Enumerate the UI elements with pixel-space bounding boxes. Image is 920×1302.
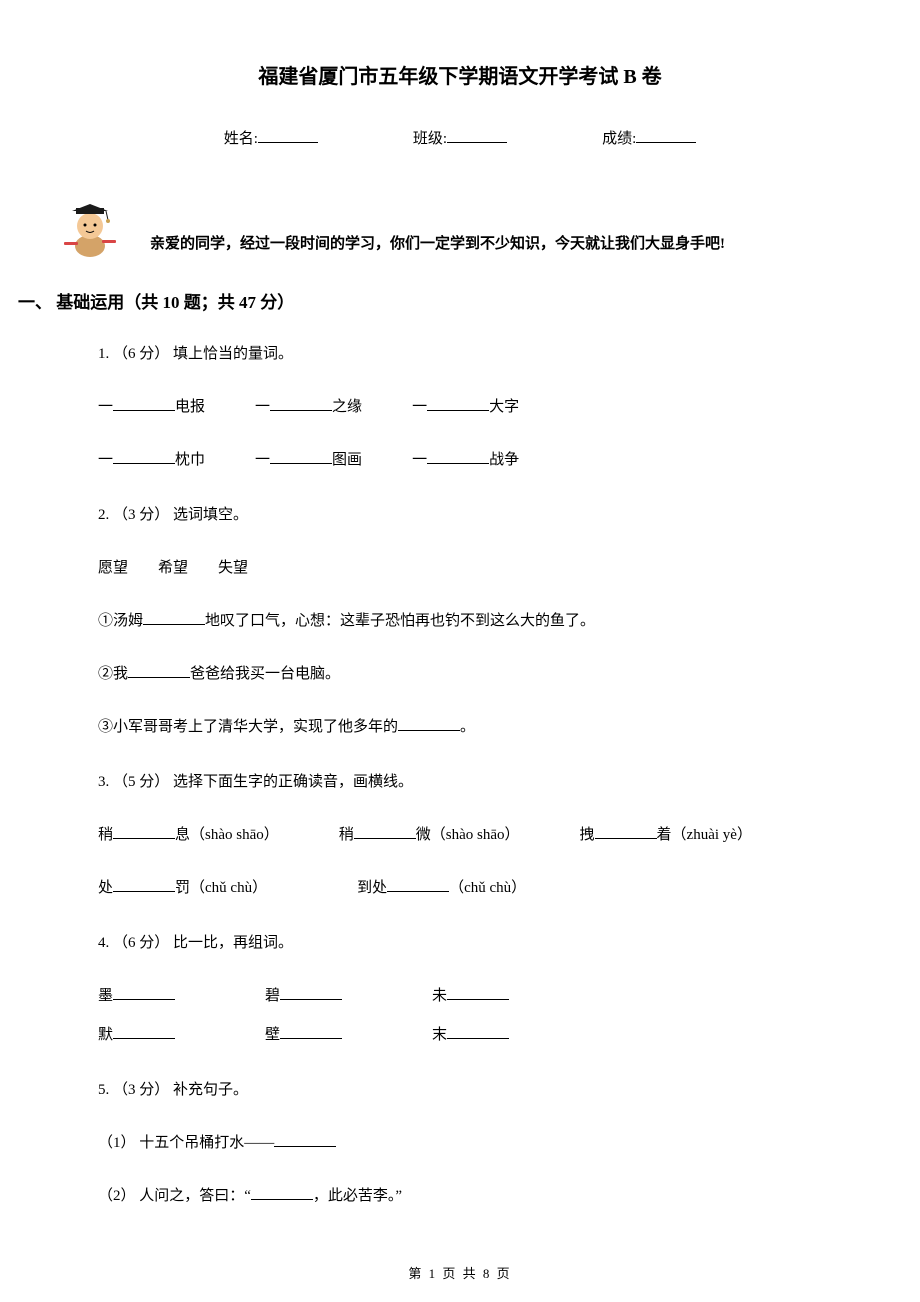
q1-blank	[427, 449, 489, 464]
exam-title: 福建省厦门市五年级下学期语文开学考试 B 卷	[60, 60, 860, 89]
q1-r2a-suf: 枕巾	[175, 452, 205, 468]
q4-blank	[280, 985, 342, 1000]
name-field: 姓名:	[224, 127, 318, 148]
q1-blank	[270, 396, 332, 411]
q1-r2b-pre: 一	[255, 452, 270, 468]
q4-r1b: 碧	[265, 988, 280, 1004]
q3-blank	[113, 824, 175, 839]
score-label: 成绩:	[602, 127, 636, 148]
name-blank	[258, 128, 318, 143]
question-2: 2. （3 分） 选词填空。 愿望 希望 失望 ①汤姆 地叹了口气，心想：这辈子恐…	[98, 502, 860, 741]
q1-r1c-pre: 一	[412, 399, 427, 415]
q4-blank	[113, 1024, 175, 1039]
q1-row1: 一 电报 一 之缘 一 大字	[98, 394, 860, 421]
greeting-text: 亲爱的同学，经过一段时间的学习，你们一定学到不少知识，今天就让我们大显身手吧!	[150, 231, 860, 258]
q2-s1: ①汤姆 地叹了口气，心想：这辈子恐怕再也钓不到这么大的鱼了。	[98, 608, 860, 635]
q5-s2-post: ，此必苦李。”	[313, 1188, 402, 1204]
q1-r2a-pre: 一	[98, 452, 113, 468]
q2-s1-post: 地叹了口气，心想：这辈子恐怕再也钓不到这么大的鱼了。	[205, 613, 595, 629]
q3-row1: 稍 息（shào shāo） 稍 微（shào shāo） 拽 着（zhuài yè）	[98, 822, 860, 849]
student-icon	[60, 198, 120, 258]
q2-s3-pre: ③小军哥哥考上了清华大学，实现了他多年的	[98, 719, 398, 735]
q2-s2-post: 爸爸给我买一台电脑。	[190, 666, 340, 682]
q2-blank	[398, 716, 460, 731]
q3-r1a-pre: 稍	[98, 827, 113, 843]
q4-prompt: 4. （6 分） 比一比，再组词。	[98, 930, 860, 957]
q1-blank	[270, 449, 332, 464]
q3-blank	[595, 824, 657, 839]
q1-blank	[113, 396, 175, 411]
q1-blank	[427, 396, 489, 411]
question-4: 4. （6 分） 比一比，再组词。 墨 碧 未 默 壁 末	[98, 930, 860, 1049]
q4-r2a: 默	[98, 1027, 113, 1043]
q2-words: 愿望 希望 失望	[98, 555, 860, 582]
q5-s1-pre: （1） 十五个吊桶打水——	[98, 1135, 274, 1151]
q2-s2-pre: ②我	[98, 666, 128, 682]
section-1-heading: 一、 基础运用（共 10 题；共 47 分）	[18, 288, 860, 313]
q2-s3-post: 。	[460, 719, 475, 735]
q3-prompt: 3. （5 分） 选择下面生字的正确读音，画横线。	[98, 769, 860, 796]
q4-row2: 默 壁 末	[98, 1022, 860, 1049]
q4-r1c: 未	[432, 988, 447, 1004]
q1-row2: 一 枕巾 一 图画 一 战争	[98, 447, 860, 474]
header-fields: 姓名: 班级: 成绩:	[60, 127, 860, 148]
q4-blank	[280, 1024, 342, 1039]
q2-blank	[128, 663, 190, 678]
score-field: 成绩:	[602, 127, 696, 148]
q5-blank	[251, 1185, 313, 1200]
q4-blank	[447, 1024, 509, 1039]
q1-r2b-suf: 图画	[332, 452, 362, 468]
q3-r1c-pre: 拽	[580, 827, 595, 843]
q2-s1-pre: ①汤姆	[98, 613, 143, 629]
q2-blank	[143, 610, 205, 625]
q1-r1b-suf: 之缘	[332, 399, 362, 415]
q1-blank	[113, 449, 175, 464]
q1-r2c-suf: 战争	[489, 452, 519, 468]
class-label: 班级:	[413, 127, 447, 148]
greeting-row: 亲爱的同学，经过一段时间的学习，你们一定学到不少知识，今天就让我们大显身手吧!	[60, 198, 860, 258]
q5-s2-pre: （2） 人问之，答曰：“	[98, 1188, 251, 1204]
q5-blank	[274, 1132, 336, 1147]
class-field: 班级:	[413, 127, 507, 148]
q3-r2b-pre: 到处	[357, 880, 387, 896]
q4-r2b: 壁	[265, 1027, 280, 1043]
q2-s3: ③小军哥哥考上了清华大学，实现了他多年的 。	[98, 714, 860, 741]
q1-r2c-pre: 一	[412, 452, 427, 468]
q3-row2: 处 罚（chǔ chù） 到处 （chǔ chù）	[98, 875, 860, 902]
q1-r1a-suf: 电报	[175, 399, 205, 415]
q4-blank	[447, 985, 509, 1000]
page-footer: 第 1 页 共 8 页	[0, 1263, 920, 1282]
q3-r2a-pre: 处	[98, 880, 113, 896]
q4-row1: 墨 碧 未	[98, 983, 860, 1010]
q3-r2b-post: （chǔ chù）	[449, 880, 526, 896]
q5-prompt: 5. （3 分） 补充句子。	[98, 1077, 860, 1104]
q3-blank	[354, 824, 416, 839]
q1-prompt: 1. （6 分） 填上恰当的量词。	[98, 341, 860, 368]
q3-r1a-post: 息（shào shāo）	[175, 827, 279, 843]
q4-r1a: 墨	[98, 988, 113, 1004]
q2-prompt: 2. （3 分） 选词填空。	[98, 502, 860, 529]
q1-r1a-pre: 一	[98, 399, 113, 415]
q1-r1c-suf: 大字	[489, 399, 519, 415]
question-3: 3. （5 分） 选择下面生字的正确读音，画横线。 稍 息（shào shāo） …	[98, 769, 860, 902]
q3-blank	[113, 877, 175, 892]
q5-s1: （1） 十五个吊桶打水——	[98, 1130, 860, 1157]
score-blank	[636, 128, 696, 143]
q3-blank	[387, 877, 449, 892]
q3-r1b-pre: 稍	[339, 827, 354, 843]
q3-r2a-post: 罚（chǔ chù）	[175, 880, 267, 896]
question-1: 1. （6 分） 填上恰当的量词。 一电报 一之缘 一大字 一枕巾 一图画 一战…	[98, 341, 860, 474]
q2-s2: ②我 爸爸给我买一台电脑。	[98, 661, 860, 688]
question-5: 5. （3 分） 补充句子。 （1） 十五个吊桶打水—— （2） 人问之，答曰：…	[98, 1077, 860, 1210]
q1-r1b-pre: 一	[255, 399, 270, 415]
q5-s2: （2） 人问之，答曰：“ ，此必苦李。”	[98, 1183, 860, 1210]
q4-r2c: 末	[432, 1027, 447, 1043]
q3-r1c-post: 着（zhuài yè）	[657, 827, 752, 843]
q4-blank	[113, 985, 175, 1000]
name-label: 姓名:	[224, 127, 258, 148]
class-blank	[447, 128, 507, 143]
q3-r1b-post: 微（shào shāo）	[416, 827, 520, 843]
